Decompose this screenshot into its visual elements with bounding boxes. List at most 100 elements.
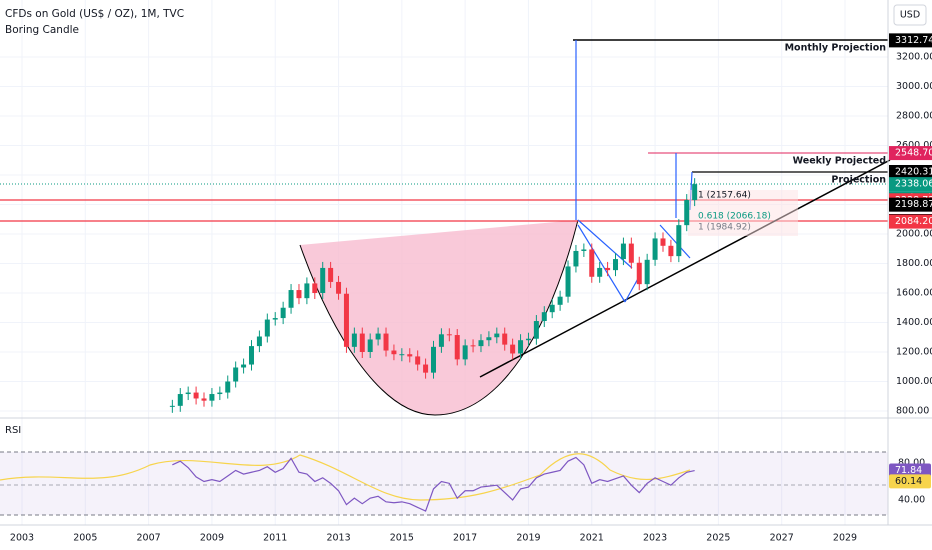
- price-tick-label: 1600.00: [896, 288, 932, 299]
- candle: [296, 290, 302, 299]
- candle: [438, 334, 444, 347]
- candle: [636, 262, 642, 285]
- candle: [272, 318, 278, 320]
- candle: [241, 364, 247, 368]
- candle: [288, 290, 294, 308]
- channel-lines: [577, 153, 693, 303]
- candle: [248, 346, 254, 365]
- candle: [201, 398, 207, 401]
- rsi-tick-label: 80.00: [898, 458, 925, 469]
- candle: [525, 338, 531, 341]
- candle: [320, 267, 326, 293]
- candle: [597, 267, 603, 277]
- currency-button[interactable]: [893, 4, 927, 26]
- candle: [676, 225, 682, 257]
- candle: [518, 340, 524, 354]
- candle: [644, 259, 650, 285]
- symbol-title: CFDs on Gold (US$ / OZ), 1M, TVC: [5, 8, 184, 20]
- candle: [565, 266, 571, 297]
- fib-label: 1 (1984.92): [698, 223, 751, 233]
- candle: [502, 333, 508, 345]
- candle: [225, 381, 231, 393]
- candle: [233, 367, 239, 382]
- candle: [375, 333, 381, 340]
- price-tick-label: 1200.00: [896, 347, 932, 358]
- candle: [605, 267, 611, 271]
- candle: [304, 283, 310, 299]
- candle: [462, 345, 468, 360]
- price-tag-label: 2084.20: [895, 216, 932, 227]
- candle: [446, 334, 452, 336]
- candle: [620, 243, 626, 260]
- rsi-band: [0, 452, 888, 515]
- candle: [454, 335, 460, 360]
- price-tick-label: 1400.00: [896, 317, 932, 328]
- candle: [557, 296, 563, 305]
- candle: [533, 321, 539, 339]
- time-tick-label: 2015: [390, 533, 414, 544]
- price-tick-label: 800.00: [896, 406, 929, 417]
- rsi-tick-label: 40.00: [898, 495, 925, 506]
- candle: [510, 344, 516, 354]
- price-tag-label: 2198.87: [895, 199, 932, 210]
- candle: [573, 250, 579, 267]
- trendline: [479, 159, 891, 378]
- candle: [589, 249, 595, 277]
- price-tag-label: 2548.70: [895, 148, 932, 159]
- candle: [431, 346, 436, 373]
- indicator-name: Boring Candle: [5, 24, 79, 36]
- rsi-title: RSI: [5, 425, 21, 436]
- candle: [185, 392, 191, 395]
- fib-label: 0.618 (2066.18): [698, 212, 771, 222]
- candle: [668, 245, 674, 257]
- candle: [684, 200, 690, 226]
- price-tick-label: 1800.00: [896, 258, 932, 269]
- time-tick-label: 2009: [200, 533, 224, 544]
- candle: [692, 184, 698, 201]
- rsi-value-tag: [889, 463, 931, 478]
- time-tick-label: 2019: [516, 533, 540, 544]
- candle: [391, 350, 397, 355]
- candle: [367, 339, 373, 352]
- annotation: Monthly Projection: [785, 43, 887, 54]
- axes: 3200.003000.002800.002600.002400.002200.…: [10, 33, 932, 544]
- candle: [359, 333, 365, 352]
- candle: [264, 319, 270, 337]
- currency[interactable]: USD: [900, 10, 920, 21]
- rsi-value-label: 60.14: [895, 476, 922, 487]
- candle: [280, 307, 286, 319]
- price-tag: [889, 146, 932, 161]
- time-tick-label: 2023: [643, 533, 667, 544]
- time-tick-label: 2027: [770, 533, 794, 544]
- candle: [407, 354, 413, 357]
- price-tick-label: 2600.00: [896, 140, 932, 151]
- candle: [343, 293, 349, 347]
- price-tick-label: 2000.00: [896, 229, 932, 240]
- candle: [494, 333, 500, 338]
- candle: [383, 333, 389, 351]
- rsi-ma: [0, 453, 691, 501]
- price-tag: [889, 177, 932, 192]
- time-tick-label: 2029: [833, 533, 857, 544]
- candle: [660, 238, 666, 246]
- price-tick-label: 1000.00: [896, 376, 932, 387]
- candle: [328, 267, 334, 282]
- candle: [423, 364, 429, 373]
- candle: [177, 394, 183, 406]
- candle: [486, 337, 492, 341]
- cup-outline: [299, 219, 579, 416]
- candle: [478, 340, 484, 347]
- time-tick-label: 2003: [10, 533, 34, 544]
- price-tag: [889, 214, 932, 229]
- candles: [169, 178, 698, 413]
- time-tick-label: 2017: [453, 533, 477, 544]
- price-tag: [889, 165, 932, 180]
- cup-shape: [300, 220, 578, 415]
- price-tag-label: 2420.31: [895, 167, 932, 178]
- rsi-area: [172, 456, 695, 512]
- price-tag-label: 2338.06: [895, 179, 932, 190]
- time-tick-label: 2007: [137, 533, 161, 544]
- candle: [613, 259, 619, 271]
- candle: [581, 249, 587, 251]
- annotation: Weekly Projected: [793, 156, 886, 167]
